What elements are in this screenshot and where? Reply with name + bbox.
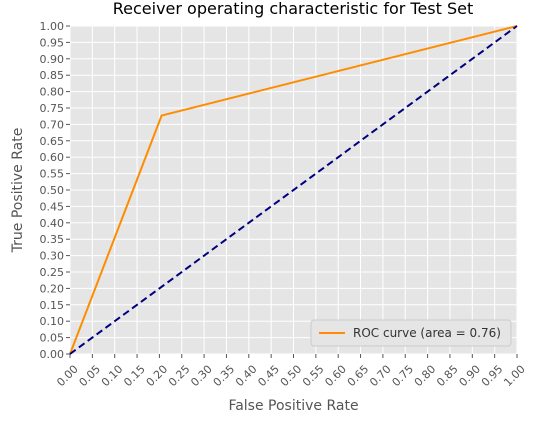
x-tick-label: 0.25 xyxy=(166,363,193,390)
y-tick-label: 0.45 xyxy=(40,200,65,213)
y-axis-ticks: 0.00 0.05 0.10 0.15 0.20 0.25 0.30 0.35 0.40 0.45… xyxy=(40,20,70,361)
y-tick-label: 0.40 xyxy=(40,217,65,230)
y-tick-label: 0.05 xyxy=(40,332,65,345)
y-tick-label: 0.60 xyxy=(40,151,65,164)
legend: ROC curve (area = 0.76) xyxy=(310,319,512,347)
y-tick-label: 0.15 xyxy=(40,299,65,312)
x-tick-label: 0.75 xyxy=(390,363,417,390)
x-tick-label: 0.60 xyxy=(322,363,349,390)
y-tick-label: 0.80 xyxy=(40,86,65,99)
roc-curve-line xyxy=(69,25,518,355)
legend-box xyxy=(310,319,512,347)
x-tick-label: 0.00 xyxy=(54,363,81,390)
y-tick-label: 0.65 xyxy=(40,135,65,148)
x-tick-label: 0.90 xyxy=(457,363,484,390)
y-tick-label: 0.70 xyxy=(40,118,65,131)
y-tick-label: 0.00 xyxy=(40,348,65,361)
x-tick-label: 0.85 xyxy=(434,363,461,390)
x-tick-label: 0.80 xyxy=(412,363,439,390)
y-tick-label: 1.00 xyxy=(40,20,65,33)
y-tick-label: 0.75 xyxy=(40,102,65,115)
y-tick-label: 0.35 xyxy=(40,233,65,246)
x-tick-label: 0.40 xyxy=(233,363,260,390)
chart-title: Receiver operating characteristic for Te… xyxy=(113,0,474,18)
x-axis-ticks: 0.000.050.100.150.200.250.300.350.400.45… xyxy=(54,354,528,389)
y-tick-label: 0.30 xyxy=(40,250,65,263)
x-tick-label: 0.30 xyxy=(188,363,215,390)
x-tick-label: 0.65 xyxy=(345,363,372,390)
x-tick-label: 0.35 xyxy=(211,363,238,390)
y-axis-label: True Positive Rate xyxy=(10,128,26,254)
x-tick-label: 0.10 xyxy=(99,363,126,390)
y-tick-label: 0.95 xyxy=(40,36,65,49)
y-tick-label: 0.55 xyxy=(40,168,65,181)
x-tick-label: 0.55 xyxy=(300,363,327,390)
chance-diagonal-line xyxy=(69,25,518,355)
y-tick-label: 0.50 xyxy=(40,184,65,197)
x-tick-label: 0.05 xyxy=(77,363,104,390)
x-tick-label: 0.50 xyxy=(278,363,305,390)
x-tick-label: 0.20 xyxy=(144,363,171,390)
x-tick-label: 0.45 xyxy=(255,363,282,390)
x-tick-label: 0.95 xyxy=(479,363,506,390)
x-tick-label: 0.15 xyxy=(121,363,148,390)
series-layer xyxy=(69,25,518,355)
legend-label: ROC curve (area = 0.76) xyxy=(353,326,501,340)
y-tick-label: 0.10 xyxy=(40,315,65,328)
x-tick-label: 1.00 xyxy=(501,363,528,390)
y-tick-label: 0.90 xyxy=(40,53,65,66)
y-tick-label: 0.25 xyxy=(40,266,65,279)
y-tick-label: 0.20 xyxy=(40,282,65,295)
x-tick-label: 0.70 xyxy=(367,363,394,390)
y-tick-label: 0.85 xyxy=(40,69,65,82)
x-axis-label: False Positive Rate xyxy=(228,398,358,414)
